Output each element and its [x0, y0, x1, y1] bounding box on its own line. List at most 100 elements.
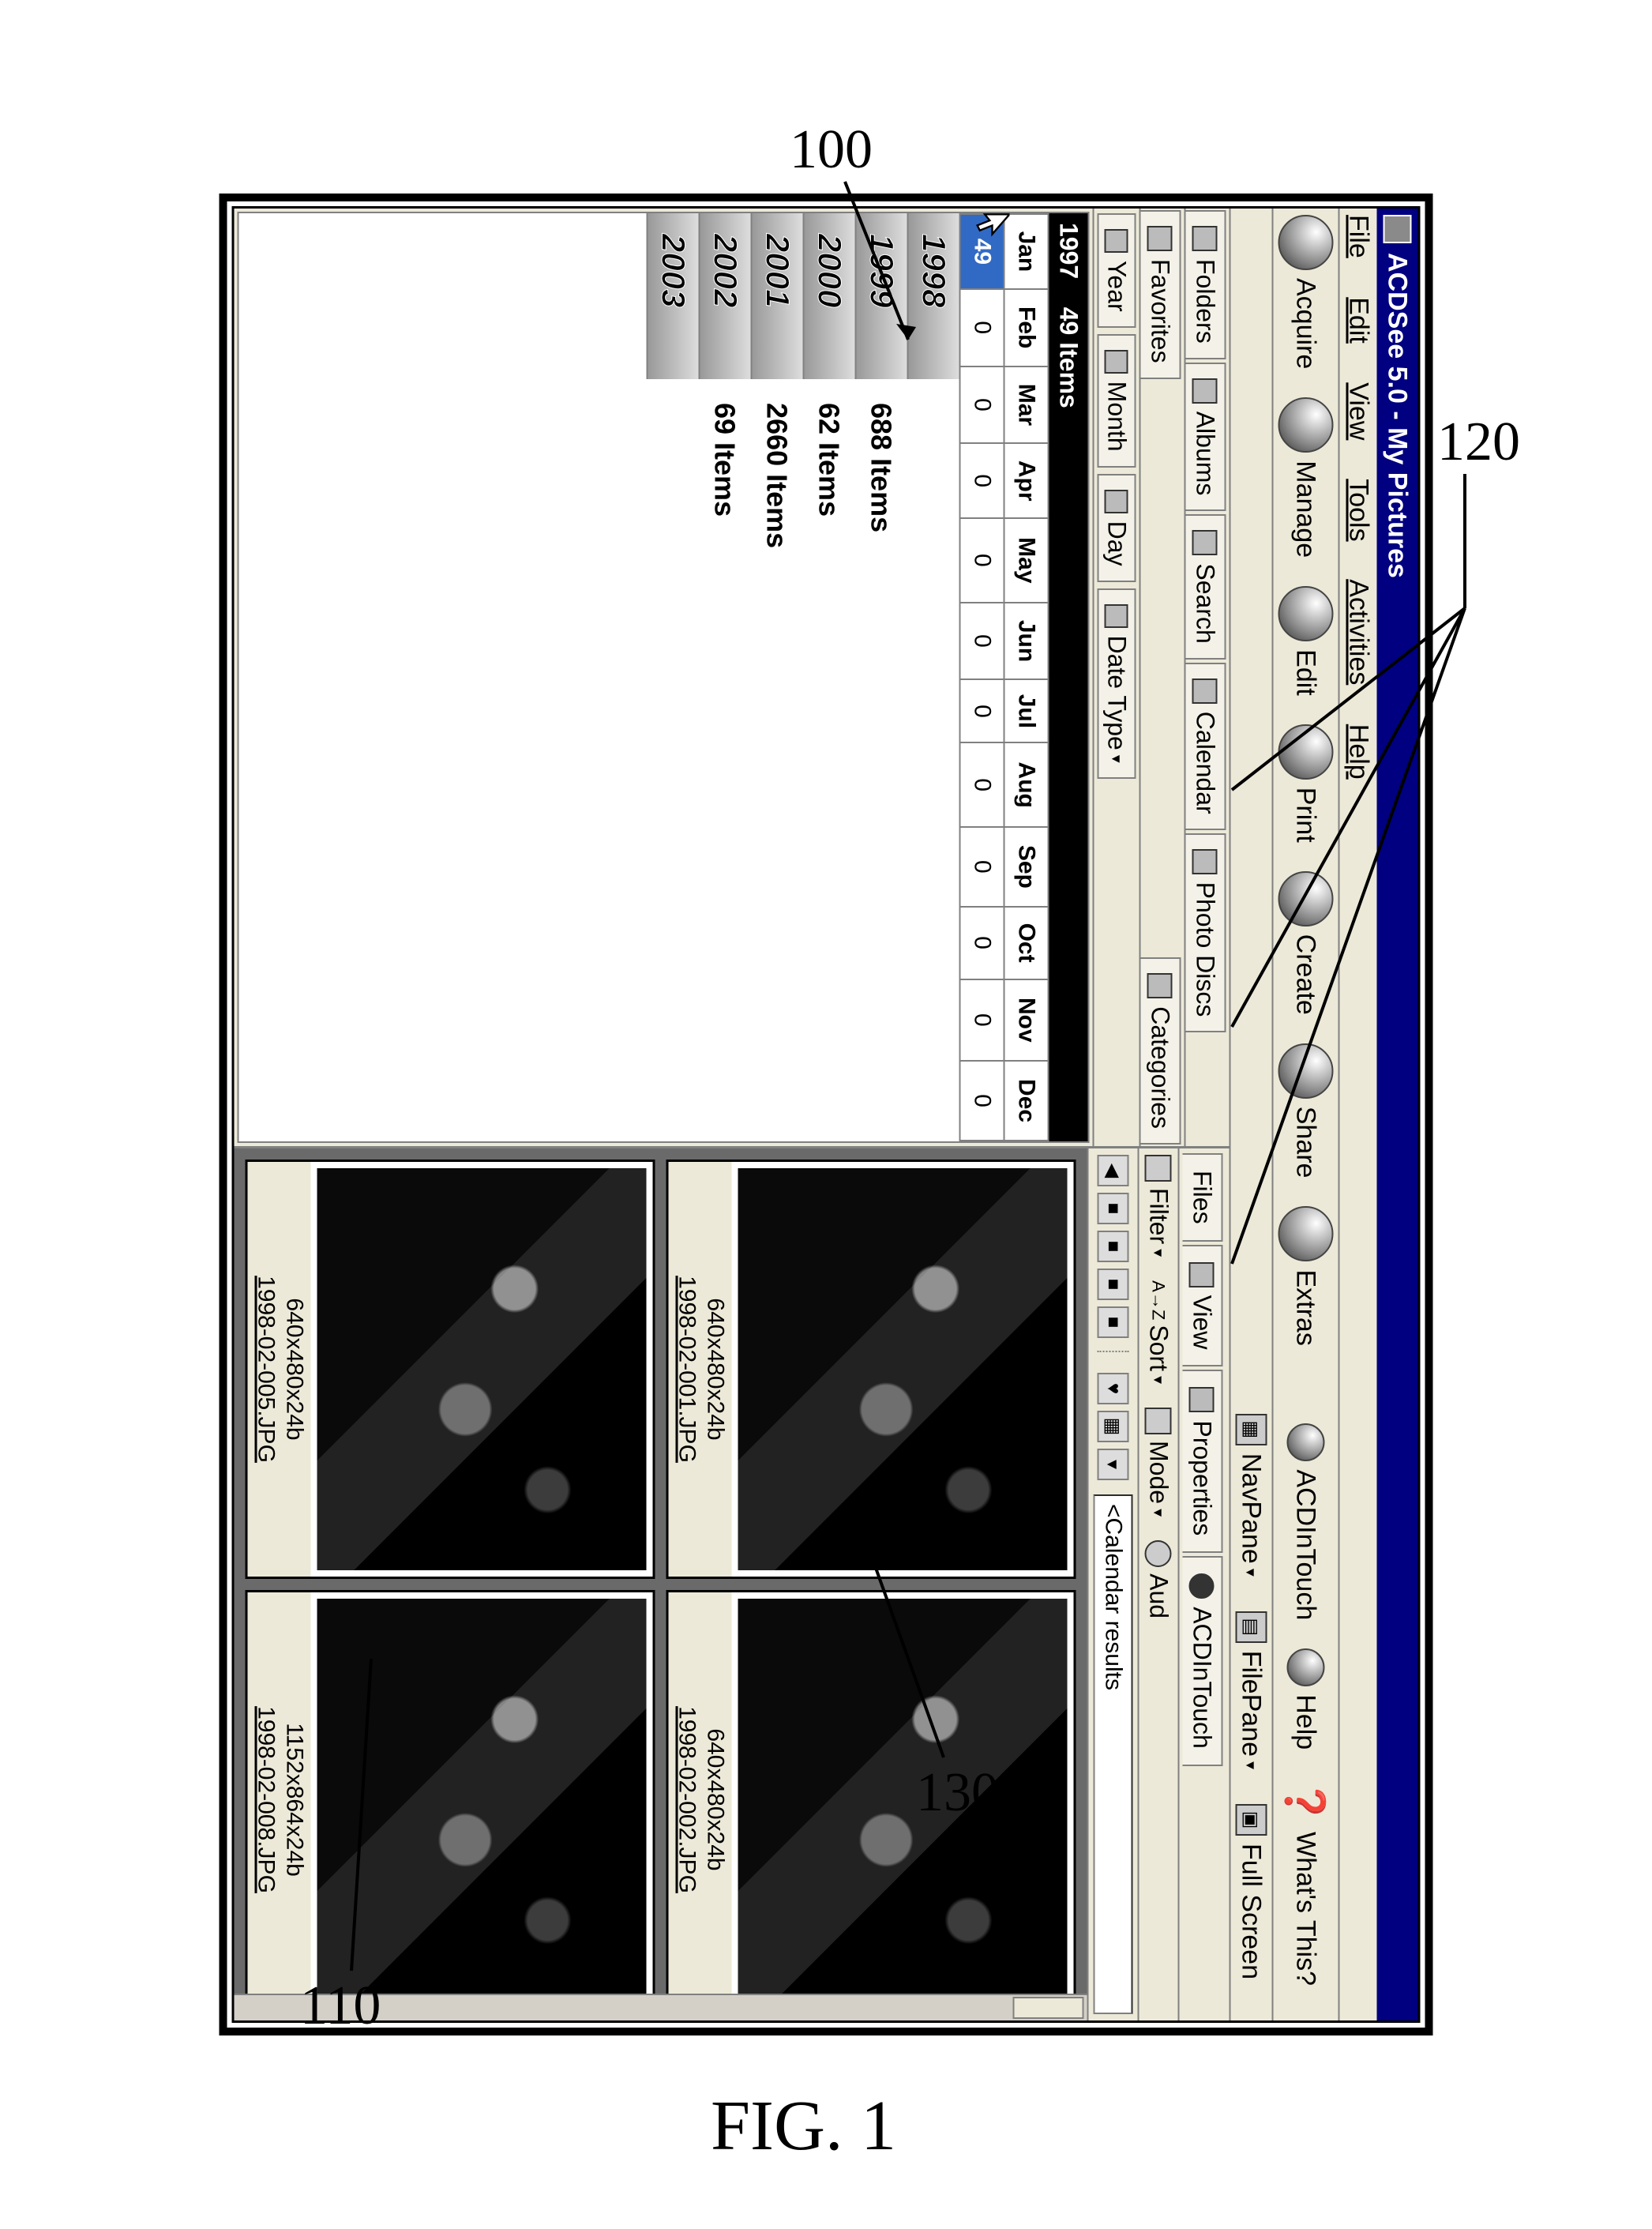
tab-categories[interactable]: Categories	[1141, 957, 1181, 1145]
tab-view[interactable]: View	[1183, 1245, 1223, 1367]
menu-edit[interactable]: Edit	[1344, 297, 1374, 344]
thumbnail[interactable]: 640x480x24b 1998-02-001.JPG	[666, 1160, 1076, 1579]
nav-back-button[interactable]: ◀	[1098, 1155, 1129, 1186]
filepane-button[interactable]: ▤FilePane▾	[1236, 1611, 1267, 1769]
right-tabs: Files View Properties ACDInTouch	[1178, 1148, 1230, 2020]
month-count-jan[interactable]: 49	[960, 214, 1004, 289]
subtab-day[interactable]: Day	[1098, 474, 1136, 582]
month-feb[interactable]: Feb	[1004, 289, 1049, 366]
month-count-oct[interactable]: 0	[960, 907, 1004, 979]
tab-favorites[interactable]: Favorites	[1141, 210, 1181, 379]
filter-button[interactable]: Filter▾	[1144, 1155, 1173, 1257]
year-row[interactable]: 2003	[647, 213, 699, 1141]
month-count-may[interactable]: 0	[960, 518, 1004, 603]
year-row[interactable]: 1998	[907, 213, 959, 1141]
nav-btn-5[interactable]: ■	[1098, 1306, 1129, 1338]
menu-file[interactable]: File	[1344, 215, 1374, 258]
subtab-year[interactable]: Year	[1098, 213, 1136, 328]
folders-icon	[1192, 226, 1218, 251]
tb-manage[interactable]: Manage	[1278, 397, 1334, 558]
mode-button[interactable]: Mode▾	[1144, 1408, 1173, 1517]
month-apr[interactable]: Apr	[1004, 443, 1049, 518]
years-list: 19981999688 Items200062 Items20012660 It…	[647, 213, 959, 1141]
scroll-thumb[interactable]	[1013, 1997, 1084, 2019]
tb-edit[interactable]: Edit	[1278, 586, 1334, 696]
year-label: 2002	[699, 213, 751, 379]
nav-tabs-2: Favorites Categories	[1140, 209, 1185, 1146]
tb-create[interactable]: Create	[1278, 871, 1334, 1015]
month-count-mar[interactable]: 0	[960, 366, 1004, 444]
month-count-apr[interactable]: 0	[960, 443, 1004, 518]
tab-categories-label: Categories	[1146, 1006, 1175, 1129]
month-count-feb[interactable]: 0	[960, 289, 1004, 366]
thumbnail[interactable]: 640x480x24b 1998-02-005.JPG	[246, 1160, 655, 1579]
year-row[interactable]: 1999688 Items	[855, 213, 907, 1141]
fullscreen-button[interactable]: ▣Full Screen	[1236, 1804, 1267, 1979]
month-count-jul[interactable]: 0	[960, 679, 1004, 742]
properties-icon	[1189, 1387, 1215, 1412]
tb-extras[interactable]: Extras	[1278, 1206, 1334, 1345]
month-count-aug[interactable]: 0	[960, 742, 1004, 827]
year-icon	[1105, 229, 1128, 253]
thumbnails-grid: 640x480x24b 1998-02-001.JPG 640x480x24b …	[235, 1148, 1087, 2020]
subtab-datetype[interactable]: Date Type▾	[1098, 588, 1136, 779]
year-item-count: 688 Items	[865, 379, 898, 532]
month-mar[interactable]: Mar	[1004, 366, 1049, 444]
year-row[interactable]: 200062 Items	[803, 213, 855, 1141]
month-nov[interactable]: Nov	[1004, 979, 1049, 1062]
tab-folders-label: Folders	[1191, 259, 1220, 344]
year-label: 2003	[647, 213, 699, 379]
menu-activities[interactable]: Activities	[1344, 579, 1374, 685]
nav-btn-4[interactable]: ■	[1098, 1269, 1129, 1300]
tb-acdintouch-top[interactable]: ACDInTouch	[1287, 1423, 1325, 1620]
audio-button[interactable]: Aud	[1144, 1540, 1173, 1618]
month-aug[interactable]: Aug	[1004, 742, 1049, 827]
menu-tools[interactable]: Tools	[1344, 479, 1374, 541]
tb-print[interactable]: Print	[1278, 724, 1334, 843]
year-item-count: 69 Items	[708, 379, 742, 517]
tab-folders[interactable]: Folders	[1186, 210, 1226, 359]
year-row[interactable]: 200269 Items	[699, 213, 751, 1141]
menu-help[interactable]: Help	[1344, 724, 1374, 780]
tab-calendar[interactable]: Calendar	[1186, 663, 1226, 830]
tb-extras-label: Extras	[1290, 1269, 1321, 1345]
fav-btn[interactable]: ♥	[1098, 1373, 1129, 1404]
tab-acdintouch[interactable]: ACDInTouch	[1183, 1556, 1223, 1766]
tb-acquire[interactable]: Acquire	[1278, 215, 1334, 369]
navpane-button[interactable]: ▦NavPane▾	[1236, 1414, 1267, 1577]
menu-view[interactable]: View	[1344, 382, 1374, 440]
tab-search[interactable]: Search	[1186, 514, 1226, 659]
tab-files[interactable]: Files	[1183, 1153, 1223, 1242]
tab-photodiscs[interactable]: Photo Discs	[1186, 833, 1226, 1033]
month-dec[interactable]: Dec	[1004, 1061, 1049, 1141]
month-jul[interactable]: Jul	[1004, 679, 1049, 742]
tb-whats-this-label: What's This?	[1290, 1832, 1321, 1986]
tab-albums[interactable]: Albums	[1186, 363, 1226, 512]
tb-whats-this[interactable]: ❓What's This?	[1282, 1778, 1330, 1986]
month-count-jun[interactable]: 0	[960, 603, 1004, 680]
nav-btn-3[interactable]: ■	[1098, 1231, 1129, 1262]
acquire-icon	[1278, 215, 1334, 270]
thumbnail[interactable]: 1152x864x24b 1998-02-008.JPG	[246, 1590, 655, 2009]
view-btn-2[interactable]: ▾	[1098, 1449, 1129, 1480]
subtab-month[interactable]: Month	[1098, 334, 1136, 468]
month-count-dec[interactable]: 0	[960, 1061, 1004, 1141]
month-jan[interactable]: Jan	[1004, 214, 1049, 289]
tb-share[interactable]: Share	[1278, 1043, 1334, 1178]
chevron-down-icon: ▾	[1149, 1376, 1169, 1384]
month-jun[interactable]: Jun	[1004, 603, 1049, 680]
sort-button[interactable]: A→ZSort▾	[1144, 1280, 1173, 1384]
tab-properties[interactable]: Properties	[1183, 1370, 1223, 1553]
path-display[interactable]: <Calendar results	[1094, 1494, 1133, 2014]
year-row[interactable]: 20012660 Items	[751, 213, 803, 1141]
month-oct[interactable]: Oct	[1004, 907, 1049, 979]
nav-btn-2[interactable]: ■	[1098, 1193, 1129, 1224]
thumbnail[interactable]: 640x480x24b 1998-02-002.JPG	[666, 1590, 1076, 2009]
tb-help[interactable]: Help	[1287, 1648, 1325, 1750]
month-sep[interactable]: Sep	[1004, 827, 1049, 907]
month-count-sep[interactable]: 0	[960, 827, 1004, 907]
acdintouch-icon	[1287, 1423, 1325, 1461]
month-count-nov[interactable]: 0	[960, 979, 1004, 1062]
view-btn[interactable]: ▦	[1098, 1411, 1129, 1442]
month-may[interactable]: May	[1004, 518, 1049, 603]
